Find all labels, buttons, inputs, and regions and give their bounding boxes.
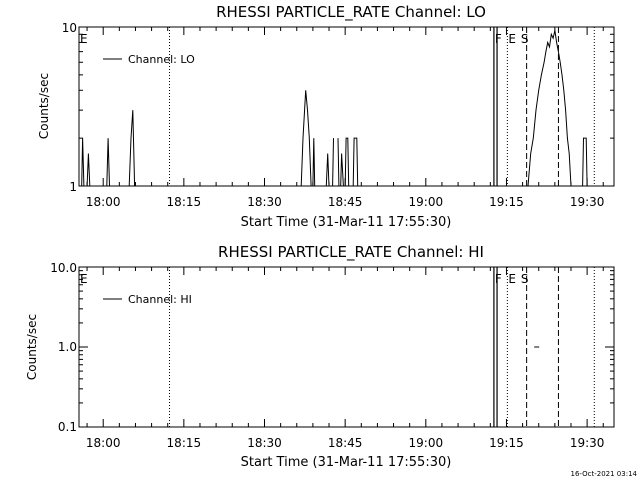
hi-y-tick-label: 1.0 [58, 340, 77, 354]
lo-series-line [81, 30, 588, 187]
hi-legend: Channel: HI [103, 293, 192, 306]
hi-x-tick-label: 19:00 [409, 436, 444, 450]
lo-legend: Channel: LO [103, 53, 195, 66]
footer-timestamp: 16-Oct-2021 03:14 [571, 470, 638, 478]
lo-y-tick-label: 10 [62, 21, 77, 35]
hi-x-tick-label: 18:00 [86, 436, 121, 450]
lo-y-axis-label: Counts/sec [37, 73, 51, 139]
lo-x-tick-label: 18:15 [167, 195, 202, 209]
lo-x-axis-label: Start Time (31-Mar-11 17:55:30) [241, 215, 452, 230]
lo-chart-title: RHESSI PARTICLE_RATE Channel: LO [216, 3, 486, 22]
hi-flag-label: S [521, 272, 529, 286]
hi-x-tick-label: 19:30 [570, 436, 605, 450]
lo-x-tick-label: 19:15 [489, 195, 524, 209]
lo-x-axis: 18:00 18:15 18:30 18:45 19:00 19:15 19:30 [86, 27, 605, 209]
lo-flag-label: E [508, 32, 516, 46]
hi-y-axis: 10.0 1.0 0.1 [50, 261, 614, 434]
lo-x-tick-label: 18:45 [328, 195, 363, 209]
lo-y-tick-label: 1 [69, 180, 77, 194]
lo-legend-label: Channel: LO [128, 53, 195, 66]
hi-plot-frame [78, 266, 615, 428]
lo-plot-frame [78, 26, 615, 187]
hi-x-tick-label: 18:30 [247, 436, 282, 450]
hi-flag-label: E [80, 272, 88, 286]
hi-event-markers [169, 267, 595, 427]
hi-x-tick-label: 19:15 [489, 436, 524, 450]
lo-x-tick-label: 18:30 [247, 195, 282, 209]
hi-y-axis-label: Counts/sec [25, 314, 39, 380]
hi-flag-label: F [495, 272, 502, 286]
lo-x-tick-label: 19:00 [409, 195, 444, 209]
hi-y-tick-label: 0.1 [58, 420, 77, 434]
hi-y-tick-label: 10.0 [50, 261, 77, 275]
lo-event-markers [169, 27, 595, 186]
hi-flag-label: E [508, 272, 516, 286]
lo-x-tick-label: 19:30 [570, 195, 605, 209]
lo-flag-label: S [521, 32, 529, 46]
hi-x-tick-label: 18:15 [167, 436, 202, 450]
hi-x-axis-label: Start Time (31-Mar-11 17:55:30) [241, 455, 452, 470]
lo-flag-label: F [495, 32, 502, 46]
hi-chart-title: RHESSI PARTICLE_RATE Channel: HI [218, 243, 484, 262]
hi-x-axis: 18:00 18:15 18:30 18:45 19:00 19:15 19:30 [86, 267, 605, 450]
lo-x-tick-label: 18:00 [86, 195, 121, 209]
lo-series-group [81, 30, 588, 187]
hi-legend-label: Channel: HI [128, 293, 192, 306]
lo-flag-label: E [80, 32, 88, 46]
hi-x-tick-label: 18:45 [328, 436, 363, 450]
lo-y-axis: 10 1 [62, 21, 614, 194]
